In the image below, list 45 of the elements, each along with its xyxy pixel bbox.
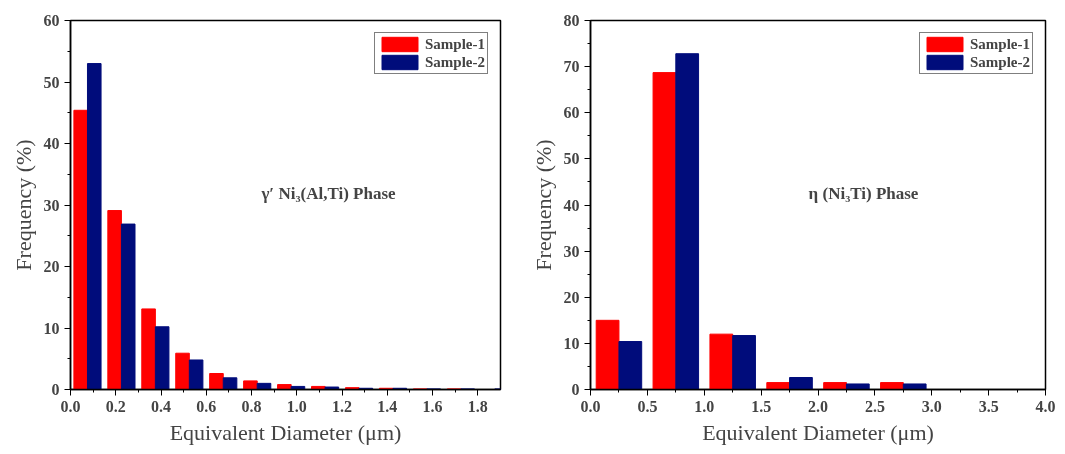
y-tick-label: 70 [563, 58, 580, 76]
x-tick-label: 1.4 [377, 397, 398, 415]
y-tick-label: 60 [563, 104, 580, 122]
y-tick-label: 60 [43, 12, 60, 29]
y-tick-label: 80 [563, 12, 580, 29]
legend-label: Sample-1 [970, 35, 1030, 53]
x-tick-label: 0.2 [105, 397, 126, 415]
y-tick-label: 30 [563, 242, 580, 260]
y-tick-label: 20 [43, 258, 60, 275]
x-tick-label: 3.0 [921, 397, 942, 415]
y-tick-label: 50 [43, 73, 60, 91]
x-tick-label: 1.8 [467, 397, 488, 415]
x-tick-label: 0.0 [60, 397, 81, 415]
x-tick-label: 1.0 [694, 397, 715, 415]
x-tick-label: 4.0 [1035, 397, 1056, 415]
y-axis-title: Frequency (%) [10, 139, 36, 271]
y-tick-label: 0 [571, 381, 580, 398]
x-tick-label: 0.4 [151, 397, 172, 415]
x-tick-label: 3.5 [978, 397, 999, 415]
x-axis-title: Equivalent Diameter (μm) [702, 419, 934, 445]
x-tick-label: 0.8 [241, 397, 262, 415]
x-tick-label: 2.5 [864, 397, 885, 415]
y-tick-label: 50 [563, 150, 580, 168]
x-tick-label: 2.0 [808, 397, 828, 415]
y-tick-label: 20 [563, 288, 580, 306]
x-tick-label: 0.6 [196, 397, 217, 415]
y-tick-label: 30 [43, 196, 60, 214]
y-tick-label: 0 [51, 381, 60, 398]
y-tick-label: 40 [563, 196, 580, 214]
x-tick-label: 1.6 [422, 397, 443, 415]
legend-label: Sample-1 [425, 35, 485, 53]
y-tick-label: 40 [43, 135, 60, 152]
y-axis-title: Frequency (%) [530, 139, 556, 271]
x-tick-label: 0.0 [580, 397, 601, 415]
x-tick-label: 0.5 [637, 397, 658, 415]
x-tick-label: 1.5 [751, 397, 772, 415]
annotation: η (Ni₃Ti) Phase [808, 184, 919, 204]
x-axis-title: Equivalent Diameter (μm) [169, 419, 402, 445]
legend-label: Sample-2 [970, 53, 1030, 71]
x-tick-label: 1.2 [332, 397, 353, 415]
y-tick-label: 10 [563, 334, 580, 352]
legend-label: Sample-2 [425, 53, 485, 71]
annotation: γ′ Ni₃(Al,Ti) Phase [260, 184, 397, 204]
x-tick-label: 1.0 [286, 397, 307, 415]
y-tick-label: 10 [43, 319, 60, 337]
